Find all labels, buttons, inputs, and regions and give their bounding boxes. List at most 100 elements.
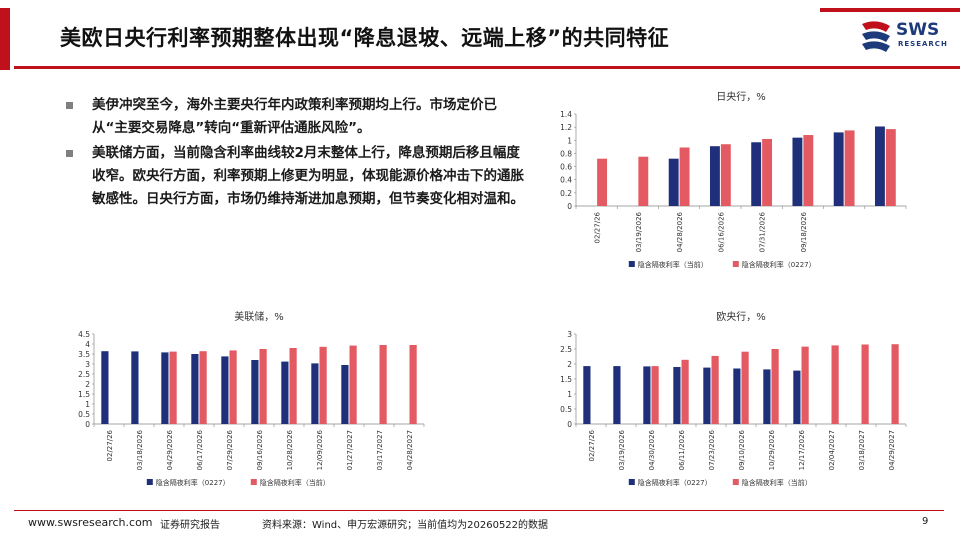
legend-swatch	[250, 479, 257, 485]
bar-fed-s0-4	[221, 356, 229, 424]
y-tick-label: 2	[567, 360, 572, 369]
x-tick-label: 04/30/2026	[648, 429, 656, 470]
y-tick-label: 1.5	[78, 390, 90, 399]
chart-title: 美联储，%	[234, 310, 284, 323]
x-tick-label: 02/27/26	[594, 211, 602, 243]
y-tick-label: 4	[85, 340, 90, 349]
x-tick-label: 10/28/2026	[286, 429, 294, 470]
legend-swatch	[732, 479, 739, 485]
bar-fed-s1-10	[409, 345, 417, 424]
bar-boj-s1-7	[885, 129, 896, 206]
x-tick-label: 10/29/2026	[768, 429, 776, 470]
x-tick-label: 03/17/2027	[376, 430, 384, 470]
bullet-list: 美伊冲突至今，海外主要央行年内政策利率预期均上行。市场定价已从“主要交易降息”转…	[66, 94, 526, 213]
footer-website-link[interactable]: www.swsresearch.com	[28, 516, 153, 529]
fed-chart-svg: 美联储，% 00.511.522.533.544.5 02/27/26 03/18/2…	[78, 310, 425, 487]
boj-rate-chart: 日央行，% 0 0.2 0.4 0.6 0.8 1 1.2 1.4 02/27/26 03/19/2…	[540, 86, 920, 276]
logo-text: SWS	[896, 20, 940, 40]
legend-label: 隐含隔夜利率（当前）	[638, 260, 708, 269]
y-tick-label: 0	[567, 420, 572, 429]
bar-ecb-s0-5	[733, 368, 741, 424]
x-tick-label: 04/29/2026	[166, 429, 174, 470]
bar-ecb-s0-2	[643, 366, 651, 424]
x-tick-label: 06/11/2026	[678, 429, 686, 470]
y-tick-label: 1.4	[560, 110, 572, 119]
sws-logo-icon	[862, 21, 890, 52]
legend-swatch	[732, 261, 739, 267]
bar-ecb-s1-7	[801, 346, 809, 424]
bar-fed-s0-7	[311, 363, 319, 424]
footer-divider	[14, 510, 944, 511]
legend-label: 隐含隔夜利率（0227）	[156, 478, 230, 487]
page-number: 9	[922, 516, 929, 527]
x-tick-label: 01/27/2027	[346, 430, 354, 470]
bar-fed-s1-2	[169, 351, 177, 424]
title-accent-bar-right	[820, 8, 960, 12]
x-tick-label: 03/18/2027	[858, 430, 866, 470]
bullet-text: 美伊冲突至今，海外主要央行年内政策利率预期均上行。市场定价已从“主要交易降息”转…	[92, 97, 497, 136]
y-tick-label: 4.5	[78, 330, 90, 339]
y-tick-label: 0.5	[78, 410, 90, 419]
bar-boj-s0-3	[709, 146, 720, 206]
legend-label: 隐含隔夜利率（0227）	[742, 260, 816, 269]
bar-boj-s1-4	[762, 138, 773, 206]
bar-boj-s0-7	[874, 126, 885, 206]
x-tick-label: 09/10/2026	[738, 429, 746, 470]
legend-label: 隐含隔夜利率（当前）	[260, 478, 330, 487]
y-tick-label: 3.5	[78, 350, 90, 359]
x-tick-label: 06/16/2026	[717, 211, 725, 252]
x-tick-label: 03/18/2026	[136, 429, 144, 470]
bar-fed-s0-5	[251, 360, 259, 424]
bar-fed-s1-3	[199, 351, 207, 424]
chart-title: 欧央行，%	[716, 310, 766, 323]
bar-boj-s1-1	[638, 156, 649, 206]
y-tick-label: 0.5	[560, 405, 572, 414]
bar-ecb-s0-3	[673, 367, 681, 424]
bar-ecb-s0-6	[763, 369, 771, 424]
bar-fed-s0-6	[281, 361, 289, 424]
y-tick-label: 0.2	[560, 189, 572, 198]
bar-ecb-s0-0	[583, 366, 591, 424]
bar-boj-s0-2	[668, 158, 679, 206]
x-tick-label: 07/23/2026	[708, 429, 716, 470]
x-tick-label: 09/18/2026	[800, 211, 808, 252]
x-tick-label: 03/19/2026	[635, 211, 643, 252]
y-tick-label: 3	[567, 330, 572, 339]
x-tick-label: 07/31/2026	[759, 211, 767, 252]
y-tick-label: 2.5	[560, 345, 572, 354]
bar-ecb-s1-5	[741, 351, 749, 424]
legend-swatch	[628, 479, 635, 485]
bar-boj-s0-4	[751, 142, 762, 206]
bar-ecb-s0-4	[703, 367, 711, 424]
bar-fed-s1-5	[259, 349, 267, 424]
x-tick-label: 02/27/26	[106, 429, 114, 461]
y-tick-label: 0.8	[560, 149, 572, 158]
y-tick-label: 1.5	[560, 375, 572, 384]
bar-boj-s1-2	[679, 147, 690, 206]
y-tick-label: 1	[567, 390, 572, 399]
bar-boj-s0-5	[792, 137, 803, 206]
chart-title: 日央行，%	[716, 90, 766, 103]
bar-ecb-s1-2	[651, 366, 659, 424]
bullet-square-icon	[66, 150, 73, 157]
x-tick-label: 04/28/2026	[676, 211, 684, 252]
x-tick-label: 12/09/2026	[316, 429, 324, 470]
bar-fed-s0-2	[161, 352, 169, 424]
bar-ecb-s1-8	[831, 345, 839, 424]
boj-chart-svg: 日央行，% 0 0.2 0.4 0.6 0.8 1 1.2 1.4 02/27/26 03/19/2…	[560, 90, 907, 269]
bar-fed-s1-7	[319, 346, 327, 424]
y-tick-label: 1	[85, 400, 90, 409]
x-tick-label: 02/04/2027	[828, 430, 836, 470]
bar-boj-s0-6	[833, 132, 844, 206]
page-title: 美欧日央行利率预期整体出现“降息退坡、远端上移”的共同特征	[60, 26, 670, 50]
bar-ecb-s1-6	[771, 349, 779, 424]
bullet-square-icon	[66, 102, 73, 109]
y-tick-label: 3	[85, 360, 90, 369]
x-tick-label: 03/19/2026	[618, 429, 626, 470]
legend-label: 隐含隔夜利率（0227）	[638, 478, 712, 487]
bar-ecb-s0-1	[613, 366, 621, 424]
y-tick-label: 0	[567, 202, 572, 211]
bar-fed-s1-8	[349, 345, 357, 424]
bar-boj-s1-3	[720, 144, 731, 206]
title-accent-bar	[0, 8, 10, 70]
